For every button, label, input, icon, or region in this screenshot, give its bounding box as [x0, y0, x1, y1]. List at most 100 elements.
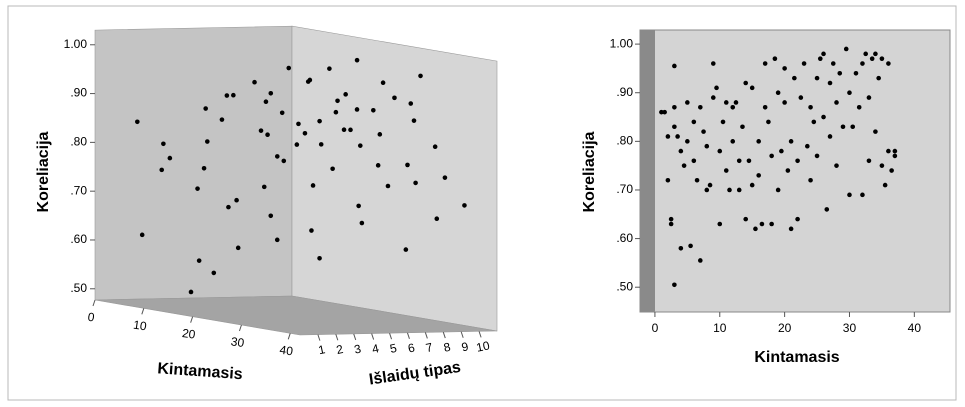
- point: [219, 117, 225, 122]
- z-tick-label: 6: [407, 340, 417, 355]
- y-tick-label: .80: [616, 134, 633, 148]
- point: [873, 129, 878, 134]
- point: [775, 187, 781, 193]
- point: [736, 158, 742, 164]
- point: [662, 109, 667, 115]
- z-tick-label: 3: [353, 341, 363, 356]
- point: [411, 118, 417, 123]
- point: [286, 65, 292, 71]
- point: [694, 177, 700, 183]
- x-tick-label: 0: [652, 321, 659, 335]
- point: [827, 134, 833, 139]
- point: [886, 148, 891, 154]
- y-tick-label: .50: [616, 279, 633, 293]
- point: [698, 105, 703, 110]
- point: [672, 124, 677, 130]
- z-tick: [317, 334, 321, 341]
- point: [357, 143, 363, 148]
- z-tick: [424, 332, 428, 339]
- x-axis-label: Kintamasis: [157, 360, 243, 383]
- side-wall: [640, 30, 655, 312]
- point: [385, 183, 391, 189]
- point: [850, 124, 856, 130]
- point: [814, 75, 820, 81]
- point: [746, 158, 752, 164]
- point: [730, 105, 736, 110]
- point: [204, 139, 210, 144]
- z-tick: [389, 333, 393, 340]
- point: [782, 66, 787, 71]
- y-tick-label: .50: [70, 281, 87, 295]
- point: [704, 187, 710, 193]
- point: [302, 130, 308, 136]
- point: [707, 182, 713, 188]
- point: [879, 56, 885, 61]
- point: [317, 255, 322, 261]
- z-tick-label: 9: [460, 339, 470, 354]
- y-tick-label: 1.00: [64, 37, 88, 51]
- point: [795, 158, 800, 164]
- point: [714, 85, 719, 91]
- x-axis-label: Kintamasis: [754, 349, 839, 366]
- point: [333, 109, 339, 115]
- point: [795, 216, 800, 222]
- point: [710, 95, 716, 100]
- point: [317, 118, 322, 124]
- point: [659, 109, 664, 115]
- point: [723, 168, 729, 173]
- point: [188, 289, 194, 295]
- z-tick: [442, 331, 446, 339]
- point: [678, 148, 684, 154]
- z-tick-label: 4: [371, 341, 381, 356]
- y-tick-label: 1.00: [610, 36, 634, 50]
- point: [727, 187, 732, 193]
- point: [265, 132, 270, 138]
- point: [234, 197, 239, 203]
- point: [668, 216, 674, 222]
- point: [817, 56, 823, 61]
- point: [296, 121, 301, 127]
- point: [717, 221, 723, 227]
- z-tick-label: 8: [442, 340, 452, 355]
- point: [856, 105, 862, 110]
- point: [762, 61, 768, 66]
- point: [211, 270, 217, 276]
- point: [678, 246, 684, 251]
- point: [685, 100, 690, 105]
- x-tick: [92, 299, 96, 307]
- y-tick-label: .80: [70, 135, 87, 149]
- point: [348, 127, 353, 133]
- point: [853, 70, 859, 76]
- point: [701, 129, 706, 134]
- x-tick-label: 20: [778, 321, 792, 335]
- point: [268, 213, 274, 219]
- point: [688, 243, 693, 249]
- point: [821, 51, 826, 57]
- back-wall: [291, 25, 498, 332]
- point: [827, 80, 833, 86]
- point: [201, 165, 207, 171]
- point: [226, 204, 231, 210]
- point: [759, 221, 765, 227]
- point: [743, 216, 749, 222]
- point: [330, 166, 335, 172]
- point: [359, 220, 365, 226]
- point: [837, 70, 843, 76]
- point: [840, 124, 846, 130]
- x-tick-label: 0: [87, 310, 96, 325]
- point: [434, 216, 440, 222]
- point: [685, 139, 690, 144]
- x-tick-label: 10: [713, 321, 727, 335]
- x-tick-label: 20: [181, 326, 196, 342]
- point: [224, 93, 230, 98]
- point: [161, 141, 166, 147]
- point: [263, 99, 269, 105]
- point: [318, 142, 324, 147]
- point: [375, 163, 381, 168]
- point: [821, 114, 826, 120]
- point: [392, 95, 397, 101]
- point: [762, 105, 768, 110]
- z-tick: [478, 331, 482, 338]
- y-tick-label: .70: [70, 183, 87, 197]
